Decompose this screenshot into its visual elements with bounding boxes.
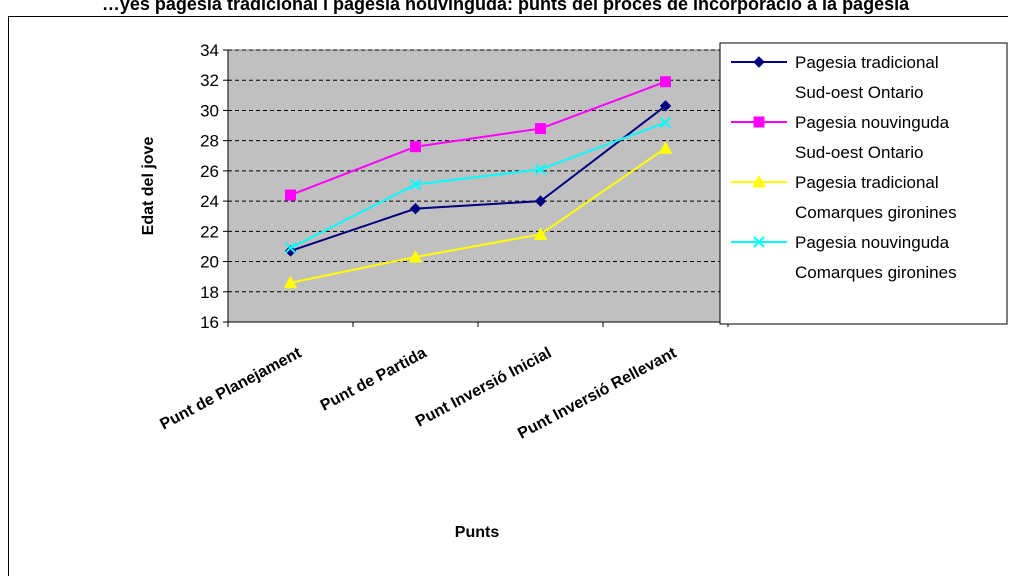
legend-label: Pagesia tradicional	[795, 53, 939, 72]
data-point	[534, 163, 547, 176]
data-point	[659, 116, 672, 129]
x-tick-label: Punt de Planejament	[157, 344, 305, 433]
x-axis-label: Punts	[455, 524, 500, 541]
x-tick-label: Punt de Partida	[318, 344, 430, 414]
data-point	[658, 141, 673, 154]
legend-label: Sud-oest Ontario	[795, 83, 924, 102]
y-tick-label: 34	[200, 41, 219, 60]
y-tick-label: 26	[200, 162, 219, 181]
series-line-1	[290, 105, 667, 252]
y-tick-label: 16	[200, 313, 219, 332]
data-point	[410, 141, 421, 153]
legend-marker	[752, 174, 766, 188]
data-point	[284, 242, 297, 254]
y-axis-label: Edat del jove	[140, 137, 157, 236]
legend-label: Comarques gironines	[795, 203, 957, 222]
legend-label: Comarques gironines	[795, 263, 957, 282]
plot-area	[227, 49, 729, 323]
data-point	[409, 178, 422, 191]
series-line-3	[290, 147, 667, 284]
y-tick-label: 32	[200, 71, 219, 90]
data-point	[660, 76, 671, 88]
data-point	[408, 249, 423, 263]
data-point	[659, 100, 672, 112]
y-tick-label: 22	[200, 222, 219, 241]
legend-marker	[753, 236, 765, 248]
chart-frame	[8, 16, 1008, 576]
legend-marker	[753, 116, 765, 128]
data-point	[285, 189, 296, 201]
legend-label: Pagesia tradicional	[795, 173, 939, 192]
series-line-2	[290, 80, 666, 196]
legend-label: Pagesia nouvinguda	[795, 113, 950, 132]
legend-box	[719, 42, 1008, 325]
series-line-4	[290, 121, 666, 249]
y-tick-label: 18	[200, 283, 219, 302]
legend-label: Pagesia nouvinguda	[795, 233, 950, 252]
data-point	[409, 202, 422, 215]
y-tick-label: 20	[200, 253, 219, 272]
legend-marker	[753, 56, 765, 68]
data-point	[283, 275, 298, 289]
legend: Pagesia tradicional Sud-oest Ontario Pages…	[731, 53, 957, 282]
y-tick-label: 28	[200, 132, 219, 151]
legend-label: Sud-oest Ontario	[795, 143, 924, 162]
data-point	[533, 227, 548, 240]
y-tick-label: 30	[200, 101, 219, 120]
chart-title: …yes pagesia tradicional i pagesia nouvi…	[101, 0, 910, 14]
data-point	[535, 123, 546, 135]
y-tick-label: 24	[200, 192, 219, 211]
data-point	[534, 195, 547, 207]
data-point	[284, 245, 297, 257]
